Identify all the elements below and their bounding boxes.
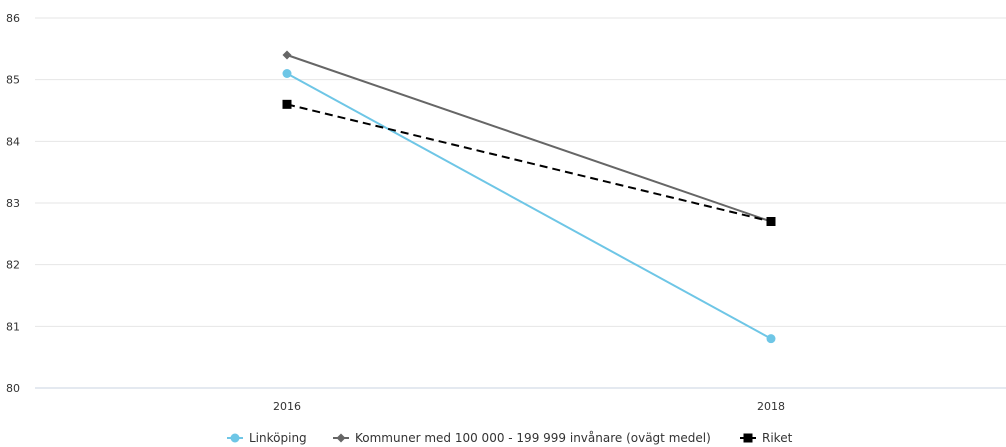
y-tick-label-84: 84 xyxy=(6,135,20,148)
legend-item-0[interactable]: Linköping xyxy=(227,431,307,445)
data-point-2-0 xyxy=(282,99,292,109)
legend[interactable]: Linköping Kommuner med 100 000 - 199 999 … xyxy=(227,431,793,445)
series-2 xyxy=(282,99,776,226)
data-point-2-1 xyxy=(766,217,776,226)
y-tick-label-83: 83 xyxy=(6,197,20,210)
series-line-0 xyxy=(286,72,772,340)
series-lines xyxy=(282,50,776,344)
x-tick-label-2016: 2016 xyxy=(273,400,301,413)
legend-marker-0 xyxy=(230,433,240,443)
y-tick-label-80: 80 xyxy=(6,382,20,395)
series-0 xyxy=(282,69,776,344)
y-tick-label-86: 86 xyxy=(6,12,20,25)
legend-item-1[interactable]: Kommuner med 100 000 - 199 999 invånare … xyxy=(333,431,711,445)
series-1 xyxy=(282,50,776,226)
y-tick-label-81: 81 xyxy=(6,320,20,333)
data-point-1-0 xyxy=(282,50,292,60)
x-axis-tick-labels: 2016 2018 xyxy=(273,400,785,413)
y-axis-tick-labels: 80 81 82 83 84 85 86 xyxy=(6,12,20,395)
series-line-1 xyxy=(286,54,772,223)
legend-item-2[interactable]: Riket xyxy=(740,431,793,445)
legend-label-1: Kommuner med 100 000 - 199 999 invånare … xyxy=(355,431,711,445)
legend-marker-1 xyxy=(336,433,346,443)
data-point-0-0 xyxy=(282,69,292,78)
data-point-0-1 xyxy=(766,334,776,344)
gridlines xyxy=(35,17,1006,389)
series-line-2 xyxy=(286,103,772,223)
legend-label-0: Linköping xyxy=(249,431,307,445)
y-tick-label-82: 82 xyxy=(6,259,20,272)
legend-label-2: Riket xyxy=(762,431,793,445)
y-tick-label-85: 85 xyxy=(6,74,20,87)
legend-marker-2 xyxy=(743,433,753,443)
x-tick-label-2018: 2018 xyxy=(757,400,785,413)
